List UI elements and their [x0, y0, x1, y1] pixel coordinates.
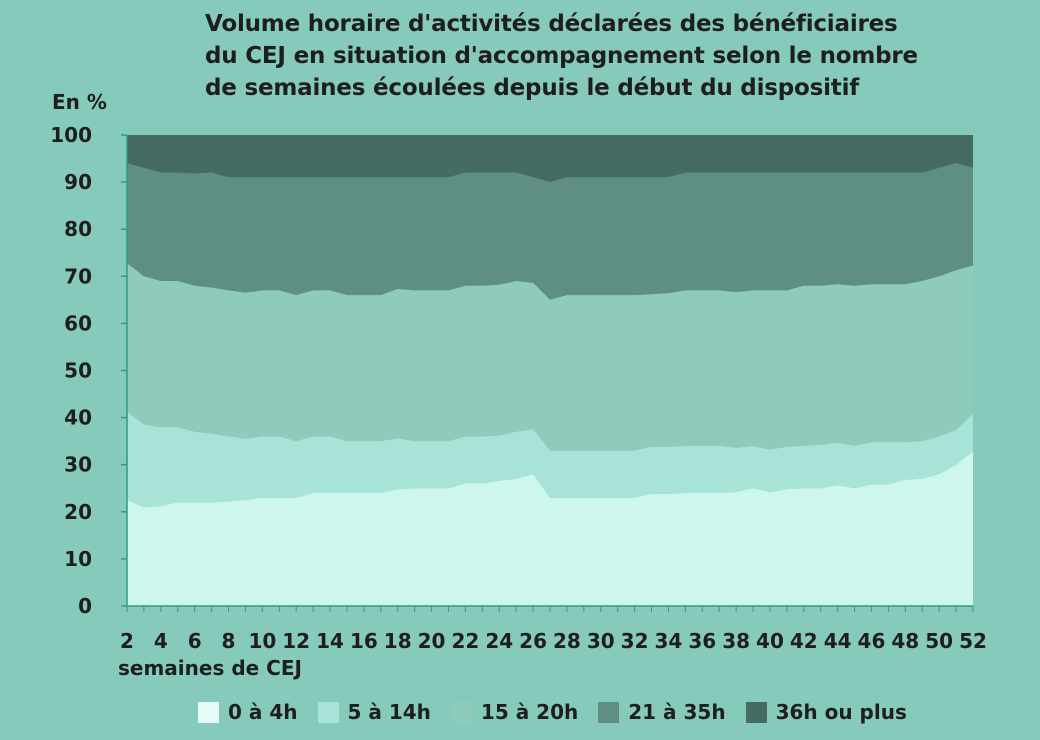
x-tick-label: 12	[282, 629, 310, 653]
legend-label: 5 à 14h	[347, 700, 431, 724]
y-tick-label: 30	[64, 453, 92, 477]
area-series-3	[127, 263, 973, 451]
x-tick-label: 6	[188, 629, 202, 653]
x-tick-label: 40	[756, 629, 784, 653]
area-series-1	[127, 451, 973, 606]
x-tick-label: 32	[621, 629, 649, 653]
legend-swatch	[450, 701, 472, 723]
x-axis-label: semaines de CEJ	[118, 656, 302, 680]
x-tick-label: 16	[350, 629, 378, 653]
y-tick-label: 0	[78, 594, 92, 618]
chart-title-line: du CEJ en situation d'accompagnement sel…	[205, 43, 918, 69]
x-tick-label: 20	[418, 629, 446, 653]
y-tick-label: 80	[64, 217, 92, 241]
y-tick-label: 90	[64, 170, 92, 194]
x-tick-label: 30	[587, 629, 615, 653]
x-tick-label: 10	[248, 629, 276, 653]
legend-item: 21 à 35h	[598, 700, 726, 724]
y-tick-label: 10	[64, 547, 92, 571]
x-tick-label: 52	[959, 629, 987, 653]
x-tick-label: 48	[891, 629, 919, 653]
x-tick-label: 4	[154, 629, 168, 653]
x-tick-label: 22	[451, 629, 479, 653]
y-tick-label: 60	[64, 311, 92, 335]
x-tick-label: 2	[120, 629, 134, 653]
x-tick-label: 50	[925, 629, 953, 653]
legend-swatch	[598, 701, 620, 723]
legend-swatch	[317, 701, 339, 723]
chart-title-line: Volume horaire d'activités déclarées des…	[205, 11, 898, 37]
legend-label: 36h ou plus	[775, 700, 907, 724]
chart-title: Volume horaire d'activités déclarées des…	[205, 8, 1005, 104]
legend-label: 0 à 4h	[228, 700, 298, 724]
chart-legend: 0 à 4h 5 à 14h 15 à 20h 21 à 35h 36h ou plus	[198, 700, 927, 724]
y-tick-label: 100	[50, 123, 92, 147]
legend-label: 21 à 35h	[628, 700, 726, 724]
x-tick-label: 14	[316, 629, 344, 653]
legend-label: 15 à 20h	[480, 700, 579, 724]
y-axis-label: En %	[52, 90, 107, 114]
x-tick-label: 34	[655, 629, 683, 653]
x-tick-label: 44	[824, 629, 852, 653]
x-tick-label: 24	[485, 629, 513, 653]
area-series-2	[127, 411, 973, 508]
area-series-5	[127, 135, 973, 183]
y-tick-label: 70	[64, 264, 92, 288]
legend-swatch	[198, 701, 219, 723]
legend-item: 0 à 4h	[198, 700, 298, 724]
x-tick-label: 26	[519, 629, 547, 653]
x-tick-label: 46	[858, 629, 886, 653]
area-series-4	[127, 163, 973, 300]
x-tick-label: 36	[688, 629, 716, 653]
y-axis-ticks: 0 10 20 30 40 50 60 70 80 90 100	[50, 123, 127, 618]
x-tick-label: 8	[222, 629, 236, 653]
x-axis-ticks: 2 4 6 8 10 12 14 16 18 20 22 24 26 28 30 32 34 36 38 40 42 44…	[120, 606, 987, 653]
legend-item: 36h ou plus	[745, 700, 907, 724]
x-tick-label: 38	[722, 629, 750, 653]
y-tick-label: 20	[64, 500, 92, 524]
legend-item: 5 à 14h	[317, 700, 431, 724]
chart-areas	[127, 135, 973, 606]
y-tick-label: 50	[64, 359, 92, 383]
legend-swatch	[745, 701, 767, 723]
y-tick-label: 40	[64, 406, 92, 430]
chart-title-line: de semaines écoulées depuis le début du …	[205, 75, 860, 101]
x-tick-label: 42	[790, 629, 818, 653]
legend-item: 15 à 20h	[450, 700, 579, 724]
x-tick-label: 28	[553, 629, 581, 653]
x-tick-label: 18	[384, 629, 412, 653]
